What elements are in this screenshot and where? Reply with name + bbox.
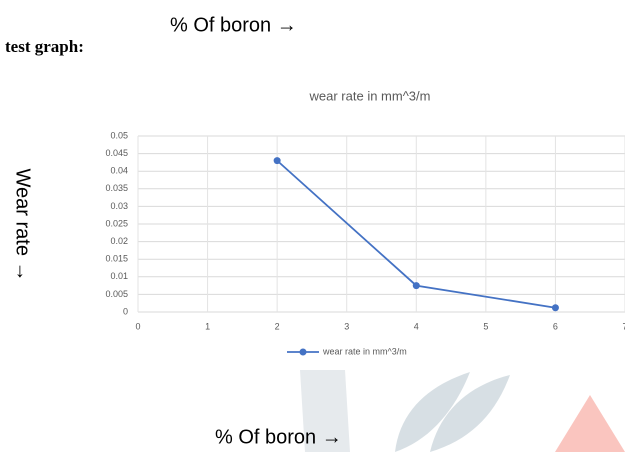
watermark-leaf [395,372,470,452]
y-tick-label: 0.01 [110,271,128,281]
y-tick-label: 0.03 [110,201,128,211]
axis-note: % Of boron → [215,426,342,448]
y-tick-label: 0.04 [110,166,128,176]
y-tick-label: 0.005 [105,289,128,299]
axis-note: % Of boron → [170,14,297,36]
side-note: Wear rate → [12,169,34,282]
x-tick-label: 1 [205,321,210,331]
x-tick-label: 6 [553,321,558,331]
x-tick-label: 7 [622,321,625,331]
y-tick-label: 0.015 [105,254,128,264]
x-tick-label: 0 [135,321,140,331]
chart: 0 0.005 0.01 0.015 0.02 0.025 0.03 0.035 0.04 0.0… [105,130,625,356]
legend-swatch [299,348,307,356]
watermark-bar [300,370,350,452]
y-tick-label: 0.05 [110,130,128,140]
y-tick-label: 0.035 [105,183,128,193]
y-tick-label: 0 [123,306,128,316]
x-tick-label: 2 [275,321,280,331]
x-tick-label: 3 [344,321,349,331]
y-tick-label: 0.045 [105,148,128,158]
watermark [300,370,625,452]
y-tick-label: 0.02 [110,236,128,246]
data-point [412,282,420,290]
chart-title: wear rate in mm^3/m [309,88,431,103]
data-point [273,157,281,165]
x-tick-label: 4 [414,321,419,331]
section-label: test graph: [5,37,84,56]
legend-label: wear rate in mm^3/m [322,346,407,356]
x-tick-label: 5 [483,321,488,331]
data-point [551,304,559,312]
watermark-leaf [430,375,510,452]
watermark-triangle [555,395,625,452]
y-tick-label: 0.025 [105,218,128,228]
